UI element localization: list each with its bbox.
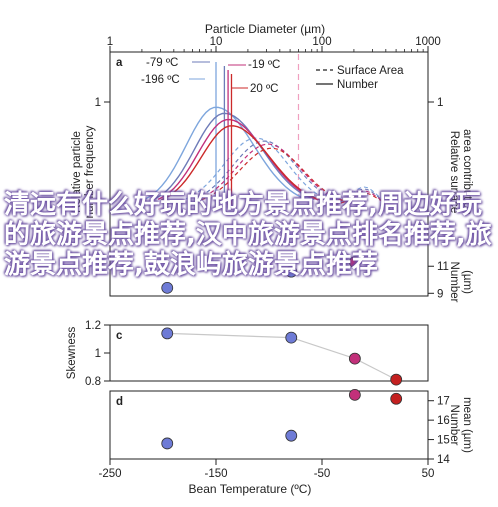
b-y-tick-label: 11 <box>437 261 449 273</box>
y-tick-label-left: 1 <box>95 97 101 109</box>
c-point <box>348 352 361 365</box>
d-point <box>285 429 298 442</box>
c-trend-line <box>167 332 397 381</box>
d-y-tick-label: 16 <box>437 415 450 427</box>
c-point <box>390 373 403 386</box>
panel-c-frame <box>109 324 429 382</box>
d-y-tick-label: 17 <box>437 396 450 408</box>
y-a-left-1: Relative particle <box>71 131 83 213</box>
b-point <box>348 256 361 269</box>
y-b-right-1: Number <box>448 262 460 303</box>
panel-c-label: c <box>116 330 123 342</box>
surface-bump <box>334 192 395 206</box>
b-point <box>161 281 174 294</box>
top-tick-label: 1000 <box>415 36 441 48</box>
y-c-label: Skewness <box>66 327 78 380</box>
b-y-tick-label: 9 <box>437 288 443 300</box>
d-y-tick-label: 14 <box>437 454 450 466</box>
y-a-right-2: area contribution <box>461 129 473 215</box>
number-curve--79C <box>154 112 315 201</box>
b-point <box>285 265 298 278</box>
number-curve--19C <box>157 118 319 201</box>
y-d-right-2: mean (µm) <box>461 397 473 453</box>
surface-curve <box>197 143 347 203</box>
label-m79: -79 ºC <box>146 57 178 69</box>
top-tick-label: 100 <box>312 36 331 48</box>
y-tick-label-right: 1 <box>437 97 443 109</box>
panel-a-frame <box>109 51 429 297</box>
x-axis-title: Bean Temperature (ºC) <box>189 482 312 496</box>
top-tick-label: 1 <box>107 36 113 48</box>
y-d-right-1: Number <box>448 405 460 446</box>
c-point <box>285 331 298 344</box>
panel-d-label: d <box>116 396 123 408</box>
x-tick-label: 50 <box>422 468 435 480</box>
x-tick-label: -50 <box>314 468 331 480</box>
c-point <box>161 327 174 340</box>
label-m196: -196 ºC <box>141 74 180 86</box>
top-axis-title: Particle Diameter (µm) <box>205 22 325 36</box>
y-a-left-2: number frequency <box>84 125 96 218</box>
label-20: 20 ºC <box>250 83 279 95</box>
number-curve--196C <box>145 106 307 200</box>
c-y-tick-label: 1.2 <box>85 320 101 332</box>
y-a-right-1: Relative surface <box>448 131 460 213</box>
d-y-tick-label: 15 <box>437 435 450 447</box>
x-tick-label: -250 <box>98 468 121 480</box>
surface-curve <box>194 140 343 203</box>
legend-number: Number <box>337 79 378 91</box>
panel-d-frame <box>109 390 429 460</box>
d-point <box>390 392 403 405</box>
d-point <box>161 437 174 450</box>
c-y-tick-label: 0.8 <box>85 376 101 388</box>
label-m19: -19 ºC <box>248 59 280 71</box>
number-curve-20C <box>161 125 322 201</box>
y-b-right-2: (µm) <box>461 270 473 294</box>
surface-curve <box>185 137 335 203</box>
x-tick-label: -150 <box>204 468 227 480</box>
d-point <box>348 388 361 401</box>
c-y-tick-label: 1 <box>95 348 101 360</box>
panel-a-label: a <box>116 57 123 69</box>
surface-curve <box>201 147 350 203</box>
legend-surface-area: Surface Area <box>337 65 404 77</box>
top-tick-label: 10 <box>210 36 223 48</box>
